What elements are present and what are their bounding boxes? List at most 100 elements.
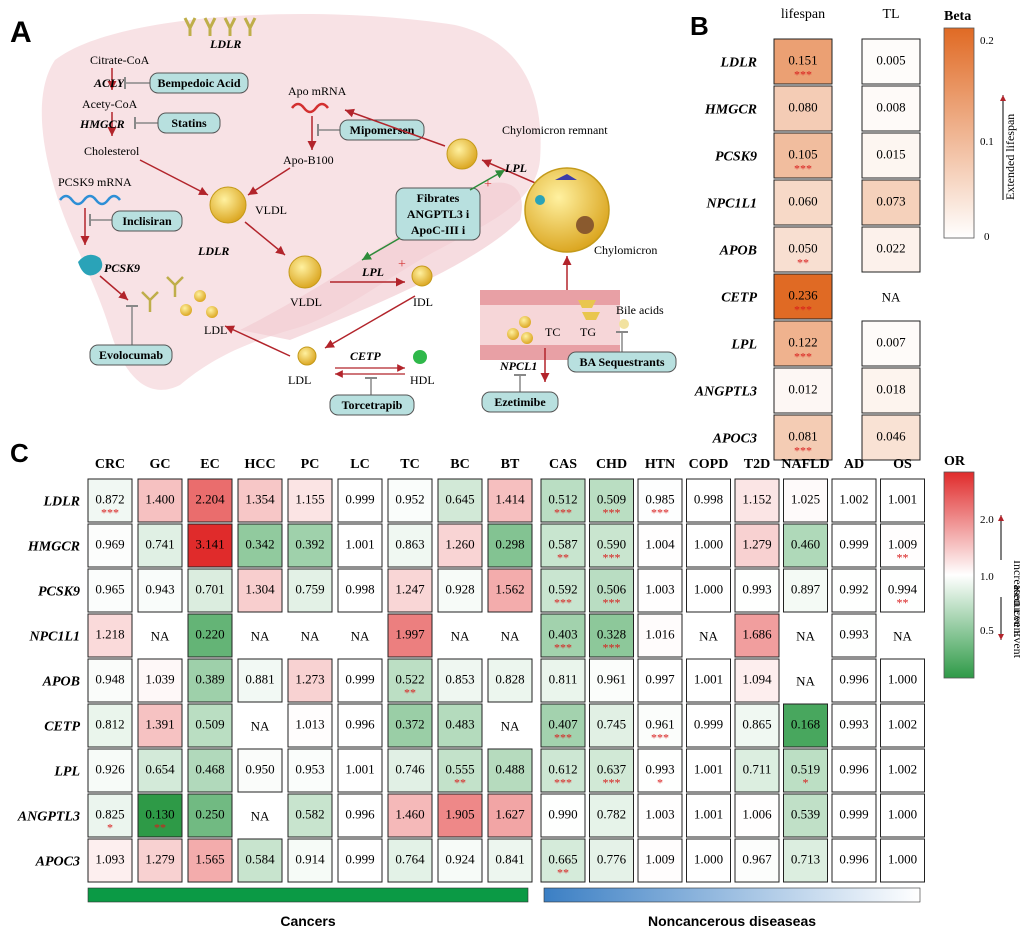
drug-inclisiran (111, 210, 183, 232)
panel-b-cell (773, 320, 833, 367)
panel-c-cell-na: NA (501, 629, 520, 644)
panel-c-col-header: LC (350, 457, 369, 472)
panel-c-cell (387, 748, 433, 793)
panel-c-label: C (10, 438, 29, 468)
bile-acids-label: Bile acids (616, 303, 664, 317)
panel-c-cell (880, 748, 925, 793)
panel-b-significance: *** (794, 303, 812, 317)
mipomersen-label: Mipomersen (350, 123, 415, 137)
panel-c-cell-value: 0.539 (791, 807, 820, 822)
or-arrow-down-label: Reduced Event (1011, 585, 1020, 659)
panel-c-cell (487, 838, 533, 883)
panel-c-cell (137, 838, 183, 883)
panel-c-row-label: ANGPTL3 (17, 810, 80, 825)
vldl-particle-icon (288, 255, 322, 289)
panel-c-cell-value: 0.965 (95, 582, 124, 597)
panel-c-cell (237, 523, 283, 568)
panel-b-cell (773, 273, 833, 320)
panel-c-cell (437, 568, 483, 613)
panel-c-cell-value: 0.926 (95, 762, 125, 777)
panel-c-cell (686, 838, 731, 883)
ldlr-top-label: LDLR (209, 37, 241, 51)
panel-c-cell-value: 1.002 (888, 762, 917, 777)
panel-c-cell (387, 838, 433, 883)
panel-c-cell-value: 1.002 (888, 717, 917, 732)
panel-b-cell (773, 85, 833, 132)
panel-c-cell-value: 0.468 (195, 762, 224, 777)
panel-b-significance: ** (797, 256, 809, 270)
vldl-label: VLDL (290, 295, 322, 309)
panel-c-cell-value: 0.993 (839, 717, 868, 732)
panel-b-cell-value: 0.081 (788, 429, 817, 444)
fibrates-line1: Fibrates (417, 191, 460, 205)
panel-c-cell (686, 748, 731, 793)
panel-c-cell (686, 523, 731, 568)
panel-c-cell (880, 568, 925, 613)
panel-c-cell-value: 0.392 (295, 537, 324, 552)
pcsk9-protein-icon (78, 254, 103, 276)
panel-c-cell (831, 748, 877, 793)
panel-c-cell (589, 568, 634, 613)
panel-c-significance: ** (154, 821, 166, 835)
panel-c-cell (540, 523, 586, 568)
panel-c-cell (337, 478, 383, 523)
panel-c-cell (387, 568, 433, 613)
npcl1-label: NPCL1 (499, 359, 537, 373)
panel-c-cell-value: 1.006 (742, 807, 772, 822)
panel-c-cell-value: 0.999 (839, 807, 868, 822)
panel-c-cell (187, 793, 233, 838)
panel-c-cell (487, 478, 533, 523)
arrow (139, 159, 209, 196)
panel-c-cell-value: 0.999 (839, 537, 868, 552)
panel-c-col-header: HCC (244, 457, 275, 472)
chylomicron-particle-icon (524, 167, 610, 253)
panel-c-row-label: HMGCR (27, 540, 80, 555)
panel-c-significance: *** (554, 641, 572, 655)
beta-tick: 0 (984, 231, 990, 243)
panel-c-cell-value: 0.967 (742, 852, 772, 867)
panel-c-significance: *** (651, 506, 669, 520)
panel-c-cell-value: 0.590 (597, 537, 626, 552)
panel-b-significance: *** (794, 162, 812, 176)
panel-c-row-label: APOB (42, 675, 80, 690)
mrna-wave-icon (59, 194, 121, 206)
panel-c-cell-value: 0.828 (495, 672, 524, 687)
panel-c-cell-value: 1.218 (95, 627, 124, 642)
statins-label: Statins (171, 116, 207, 130)
evolocumab-label: Evolocumab (99, 348, 163, 362)
panel-c-cell-value: 1.562 (495, 582, 524, 597)
panel-c-cell-na: NA (451, 629, 470, 644)
panel-c-cell-value: 0.701 (195, 582, 224, 597)
panel-c-cell-value: 0.825 (95, 807, 124, 822)
panel-c-cell-value: 1.686 (742, 627, 772, 642)
panel-b-significance: *** (794, 68, 812, 82)
panel-c-cell (831, 478, 877, 523)
panel-c-cell-value: 0.250 (195, 807, 224, 822)
panel-b-cell (861, 85, 921, 132)
panel-b-cell-value: 0.151 (788, 53, 817, 68)
panel-b-cell-value: 0.007 (876, 335, 906, 350)
torcetrapib-label: Torcetrapib (342, 398, 403, 412)
inclisiran-label: Inclisiran (122, 214, 172, 228)
panel-c-cell-value: 1.001 (345, 537, 374, 552)
panel-c-col-header: CHD (596, 457, 627, 472)
panel-c-cell-value: 0.948 (95, 672, 124, 687)
acety-label: Acety-CoA (82, 97, 138, 111)
panel-c-cell (187, 478, 233, 523)
tc-label: TC (545, 325, 560, 339)
panel-c-cell-value: 0.811 (549, 672, 578, 687)
panel-c-cell-value: 0.996 (839, 852, 869, 867)
panel-c-cell-value: 1.001 (694, 807, 723, 822)
panel-c-heatmap: CRC GC EC HCC PC LC TC BC BT CAS CHD HTN COPD T2D NAFL… (17, 457, 925, 883)
panel-b-row-label: LDLR (719, 56, 757, 71)
panel-c-significance: *** (554, 506, 572, 520)
citrate-label: Citrate-CoA (90, 53, 150, 67)
panel-c-cell-value: 1.001 (694, 762, 723, 777)
panel-b-cell-value: 0.050 (788, 241, 817, 256)
arrow-green (469, 169, 506, 191)
panel-c-cell (87, 838, 133, 883)
panel-b-cell-na: NA (882, 290, 901, 305)
panel-c-cell-na: NA (501, 719, 520, 734)
arrow-green (361, 237, 401, 261)
drug-torcetrapib (329, 394, 415, 416)
